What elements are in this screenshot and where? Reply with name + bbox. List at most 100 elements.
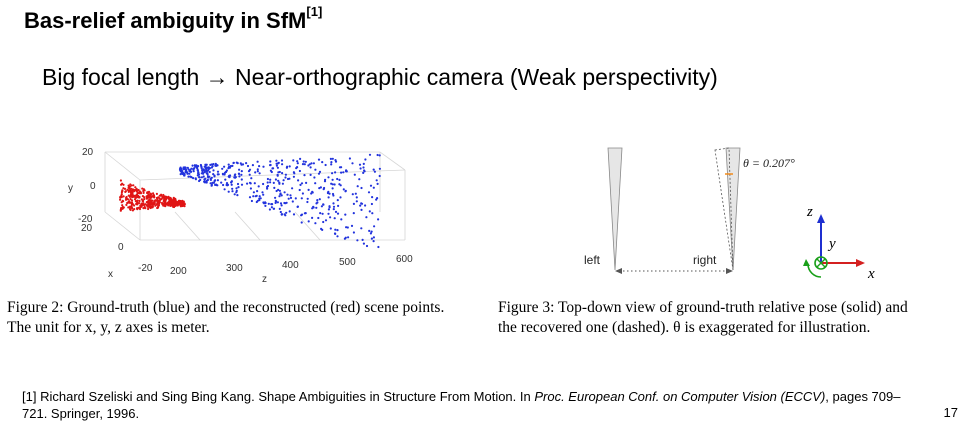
ground-truth-point: [342, 188, 345, 191]
ground-truth-point: [211, 181, 214, 184]
figure-2-caption-line2: The unit for x, y, z axes is meter.: [7, 319, 210, 336]
ground-truth-point: [303, 163, 306, 166]
reconstructed-point: [132, 188, 135, 192]
ground-truth-point: [184, 168, 187, 171]
ground-truth-point: [250, 177, 253, 180]
ground-truth-point: [189, 170, 192, 173]
ground-truth-point: [369, 184, 373, 187]
reconstructed-point: [156, 206, 159, 210]
ground-truth-point: [187, 175, 190, 178]
ground-truth-point: [266, 177, 269, 181]
ground-truth-point: [298, 169, 301, 173]
ground-truth-point: [240, 170, 243, 173]
ground-truth-point: [231, 187, 234, 190]
ground-truth-point: [215, 183, 218, 187]
reconstructed-point: [153, 195, 156, 198]
ground-truth-point: [364, 204, 367, 207]
ground-truth-point: [372, 240, 375, 243]
reconstructed-point: [156, 201, 159, 204]
ground-truth-point: [287, 197, 290, 200]
reconstructed-point: [167, 203, 170, 206]
ground-truth-point: [329, 157, 332, 160]
ground-truth-point: [194, 178, 197, 181]
reconstructed-point: [142, 191, 145, 194]
ground-truth-point: [181, 172, 184, 176]
ground-truth-point: [205, 170, 208, 173]
ground-truth-point: [304, 160, 307, 163]
reconstructed-point: [175, 200, 178, 204]
ground-truth-point: [352, 202, 355, 205]
ground-truth-point: [203, 178, 206, 181]
ground-truth-point: [250, 199, 253, 203]
ground-truth-point: [249, 187, 252, 190]
z-tick-500: 500: [339, 257, 356, 268]
reconstructed-point: [134, 186, 137, 189]
ground-truth-point: [280, 159, 284, 162]
reconstructed-point: [174, 200, 177, 203]
ground-truth-point: [330, 163, 333, 166]
ground-truth-point: [276, 166, 279, 169]
ground-truth-point: [317, 172, 321, 175]
ground-truth-point: [283, 201, 286, 205]
ground-truth-point: [340, 166, 343, 169]
ground-truth-point: [378, 167, 381, 170]
ground-truth-point: [330, 182, 333, 185]
slide-title-text: Bas-relief ambiguity in SfM: [24, 8, 307, 33]
reconstructed-point: [147, 193, 150, 196]
reconstructed-point: [174, 203, 177, 206]
ground-truth-point: [321, 212, 324, 215]
title-citation: [1]: [306, 4, 323, 19]
ground-truth-point: [331, 178, 334, 181]
ground-truth-point: [300, 182, 304, 185]
footnote-citation: [1] Richard Szeliski and Sing Bing Kang.…: [22, 388, 902, 422]
reconstructed-point: [141, 203, 144, 206]
ground-truth-point: [358, 178, 361, 181]
ground-truth-point: [246, 182, 249, 185]
ground-truth-point: [266, 187, 269, 190]
ground-truth-point: [274, 196, 277, 199]
ground-truth-point: [368, 210, 371, 213]
ground-truth-point: [362, 242, 365, 245]
ground-truth-point: [210, 184, 213, 187]
reconstructed-point: [119, 195, 122, 198]
reconstructed-point: [137, 188, 140, 192]
ground-truth-point: [216, 170, 220, 173]
ground-truth-point: [188, 172, 191, 175]
x-arrowhead-icon: [856, 259, 865, 267]
ground-truth-point: [252, 191, 255, 194]
ground-truth-point: [202, 172, 205, 175]
ground-truth-point: [344, 213, 347, 216]
reconstructed-point: [121, 190, 124, 193]
reconstructed-point: [172, 197, 175, 200]
ground-truth-point: [200, 176, 203, 179]
ground-truth-point: [303, 212, 306, 215]
reconstructed-point: [130, 184, 133, 187]
ground-truth-point: [318, 170, 322, 173]
ground-truth-point: [306, 197, 309, 200]
ground-truth-point: [363, 170, 366, 173]
ground-truth-point: [236, 194, 239, 197]
reconstructed-point: [164, 205, 167, 208]
ground-truth-point: [358, 163, 362, 166]
ground-truth-point: [292, 175, 295, 178]
ground-truth-point: [269, 163, 272, 167]
reconstructed-point: [141, 195, 144, 198]
ground-truth-point: [360, 227, 363, 230]
x-axis-label: x: [108, 269, 113, 280]
ground-truth-point: [281, 172, 284, 175]
ground-truth-point: [231, 190, 234, 193]
reconstructed-point: [134, 200, 137, 203]
ground-truth-point: [368, 229, 371, 232]
reconstructed-point: [158, 197, 161, 200]
figure-2-scatter-plot: 20 0 -20 20 0 -20 200 300 400 500 600 y …: [68, 147, 413, 285]
ground-truth-point: [223, 173, 226, 176]
ground-truth-point: [225, 169, 228, 172]
ground-truth-point: [352, 212, 355, 215]
ground-truth-point: [367, 191, 371, 194]
reconstructed-point: [133, 208, 136, 211]
ground-truth-point: [275, 164, 278, 167]
ground-truth-point: [217, 173, 220, 176]
ground-truth-point: [371, 212, 374, 215]
reconstructed-point: [162, 196, 165, 199]
ground-truth-point: [316, 199, 319, 202]
